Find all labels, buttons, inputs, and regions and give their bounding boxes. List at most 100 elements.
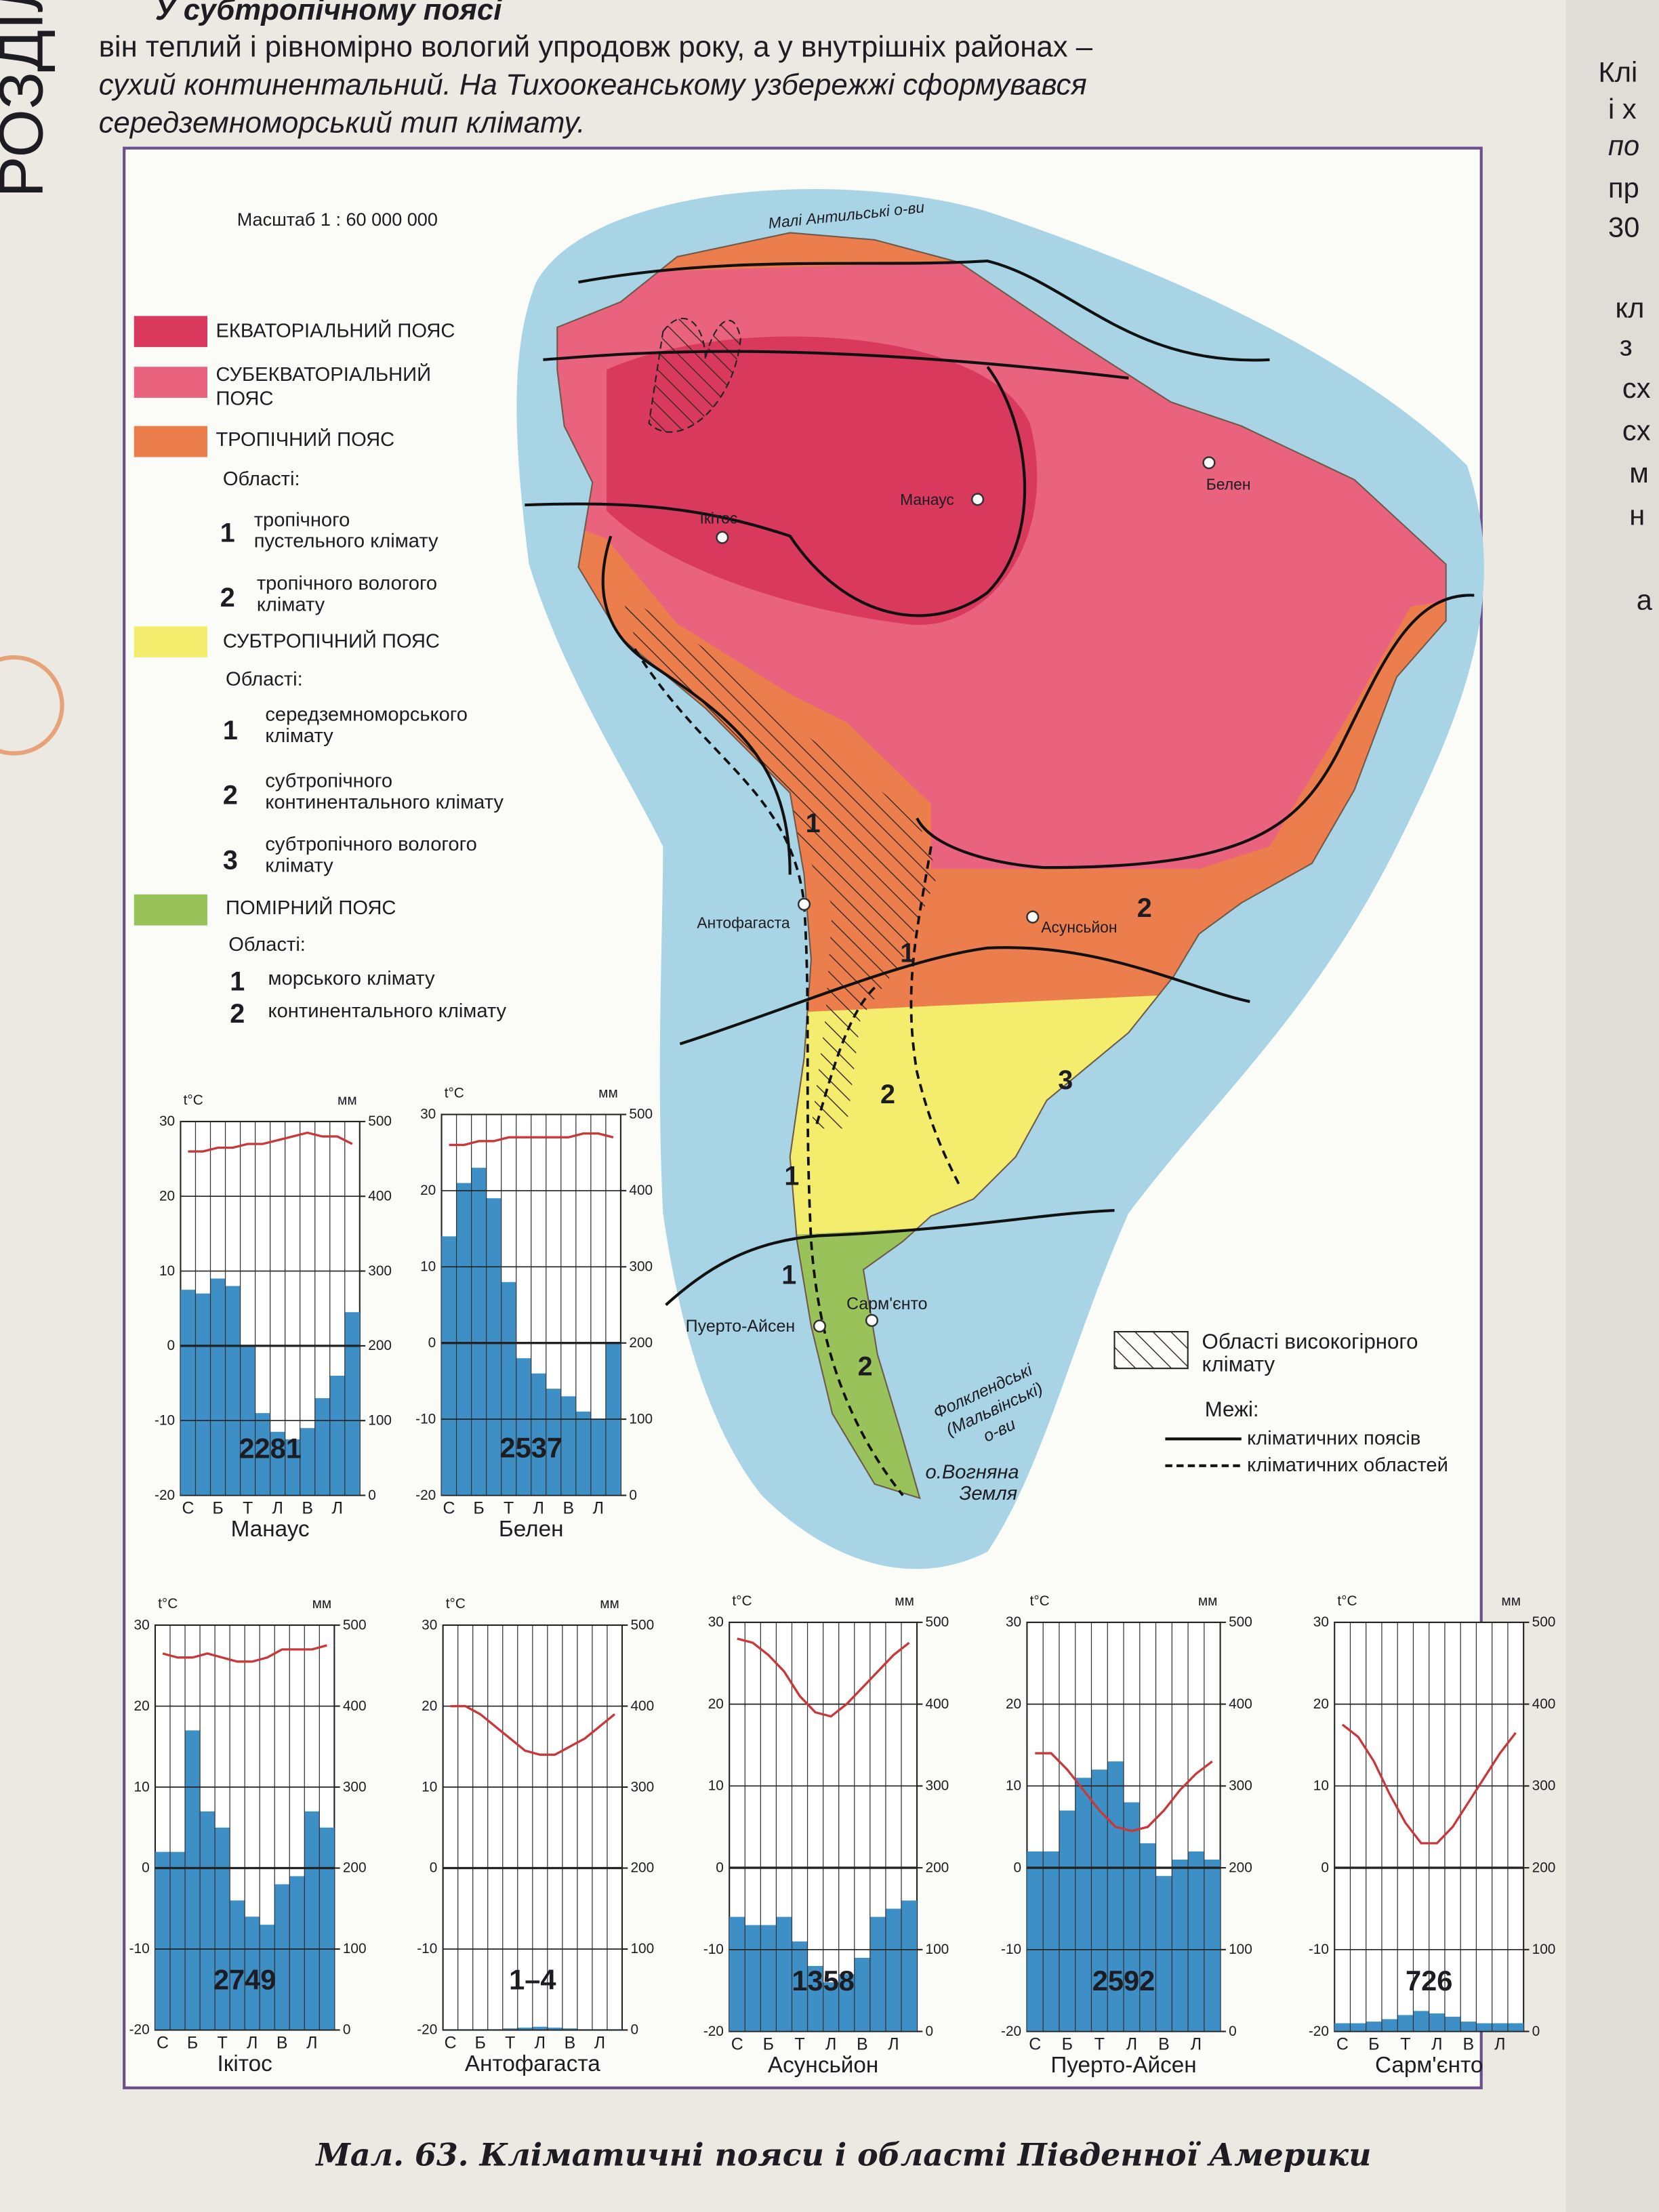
- y-tick-label: 30: [134, 1617, 150, 1633]
- legend-number: 2: [223, 781, 238, 811]
- x-tick-label: Л: [1494, 2035, 1505, 2054]
- legend-label: Області високогірного: [1202, 1330, 1418, 1353]
- cities: [716, 456, 1216, 1333]
- precipitation-bar: [1334, 2023, 1351, 2032]
- belt-border: [525, 365, 1027, 617]
- side-word: н: [1629, 499, 1645, 531]
- legend-label: кліматичних поясів: [1247, 1428, 1420, 1450]
- precipitation-bar: [1413, 2011, 1429, 2032]
- y2-axis-label: мм: [312, 1596, 332, 1612]
- y-tick-label: 20: [1313, 1696, 1329, 1712]
- legend: ЕКВАТОРІАЛЬНИЙ ПОЯС СУБЕКВАТОРІАЛЬНИЙ ПО…: [134, 316, 1448, 1476]
- y-tick-label: -20: [1309, 2024, 1329, 2039]
- y-tick-label: 0: [167, 1338, 176, 1353]
- y-tick-label: 0: [716, 1860, 724, 1875]
- x-tick-label: Т: [794, 2035, 804, 2054]
- x-tick-label: С: [443, 1499, 455, 1518]
- precipitation-bar: [1091, 1769, 1108, 2032]
- y2-tick-label: 500: [630, 1617, 654, 1633]
- legend-heading: Межі:: [1205, 1397, 1259, 1421]
- precipitation-bar: [776, 1917, 792, 2032]
- y2-tick-label: 500: [343, 1617, 367, 1633]
- area-border: [909, 846, 961, 1186]
- section-icon: [0, 655, 64, 756]
- y2-tick-label: 100: [368, 1412, 392, 1428]
- precipitation-bar: [869, 1917, 886, 2032]
- precipitation-bar: [456, 1183, 472, 1496]
- side-word: з: [1620, 330, 1633, 362]
- y2-axis-label: мм: [1198, 1593, 1218, 1609]
- y-axis-label: t°C: [445, 1086, 464, 1101]
- legend-label: континентального клімату: [268, 1000, 507, 1022]
- precipitation-bar: [760, 1925, 777, 2032]
- legend-swatch: [134, 626, 207, 658]
- legend-label: ПОЯС: [216, 388, 273, 409]
- precipitation-bar: [854, 1957, 870, 2032]
- y-tick-label: 10: [422, 1779, 437, 1795]
- text-line: У субтропічному поясі: [155, 0, 502, 26]
- precipitation-bar: [745, 1925, 761, 2032]
- x-tick-label: Л: [888, 2035, 899, 2054]
- city-marker: [865, 1313, 879, 1327]
- y-axis-label: t°C: [732, 1593, 752, 1609]
- y2-tick-label: 400: [1229, 1696, 1252, 1712]
- area-border: [634, 648, 904, 1496]
- legend-label: морського клімату: [268, 968, 435, 989]
- y-tick-label: 20: [134, 1698, 150, 1714]
- coastline: [556, 232, 1447, 1500]
- x-tick-label: Л: [593, 1499, 604, 1518]
- precipitation-bar: [517, 2027, 533, 2030]
- y-tick-label: 20: [422, 1698, 437, 1714]
- x-tick-label: Т: [1094, 2035, 1105, 2054]
- y2-tick-label: 500: [1229, 1614, 1252, 1630]
- y-tick-label: 10: [1006, 1778, 1021, 1794]
- belt-border: [543, 350, 1129, 380]
- precipitation-bar: [1429, 2013, 1445, 2032]
- y-tick-label: -20: [1001, 2024, 1021, 2039]
- y-axis-label: t°C: [1030, 1593, 1050, 1609]
- precipitation-bar: [1043, 1851, 1059, 2032]
- y-tick-label: -10: [415, 1411, 436, 1427]
- y-tick-label: -10: [1309, 1942, 1329, 1957]
- precipitation-bar: [255, 1413, 270, 1496]
- y2-tick-label: 0: [1532, 2024, 1540, 2039]
- legend-label: континентального клімату: [265, 792, 504, 813]
- y-tick-label: 0: [428, 1335, 436, 1351]
- precipitation-bar: [285, 1439, 300, 1496]
- annual-total: 2537: [499, 1431, 562, 1463]
- y-tick-label: 30: [159, 1113, 175, 1129]
- x-tick-label: Т: [1400, 2035, 1410, 2054]
- y2-tick-label: 300: [926, 1778, 949, 1794]
- y-tick-label: 30: [420, 1107, 436, 1122]
- city-marker: [970, 493, 985, 506]
- y2-tick-label: 500: [1532, 1614, 1556, 1630]
- precipitation-bar: [1059, 1810, 1076, 2032]
- y-tick-label: 20: [1006, 1696, 1021, 1712]
- x-tick-label: Л: [272, 1499, 283, 1518]
- y2-tick-label: 300: [368, 1263, 392, 1279]
- precipitation-bar: [1492, 2023, 1508, 2032]
- precipitation-bar: [200, 1811, 216, 2030]
- legend-label: клімату: [265, 855, 333, 876]
- temperature-line: [1035, 1752, 1213, 1832]
- legend-number: 1: [223, 716, 238, 745]
- precipitation-bar: [270, 1431, 285, 1496]
- precipitation-bar: [1507, 2023, 1524, 2032]
- x-tick-label: Б: [763, 2035, 774, 2054]
- y-tick-label: 10: [134, 1779, 150, 1795]
- y2-tick-label: 400: [343, 1698, 367, 1714]
- precipitation-bar: [792, 1941, 808, 2032]
- y-tick-label: 10: [708, 1778, 724, 1794]
- y-tick-label: 0: [142, 1860, 150, 1876]
- precipitation-bar: [225, 1286, 241, 1496]
- city-marker: [1026, 910, 1040, 924]
- place-label: Сарм'єнто: [846, 1294, 928, 1313]
- precipitation-bar: [1075, 1778, 1092, 2032]
- precipitation-bar: [1139, 1843, 1156, 2032]
- y-tick-label: -10: [703, 1942, 724, 1957]
- y2-tick-label: 200: [926, 1860, 949, 1875]
- legend-number: 1: [220, 518, 235, 548]
- caption: Мал. 63. Кліматичні пояси і області Півд…: [314, 2136, 1371, 2173]
